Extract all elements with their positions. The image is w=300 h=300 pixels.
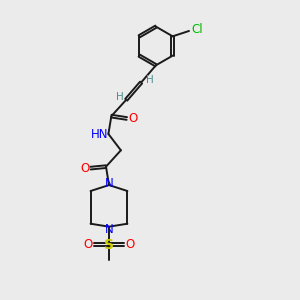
Text: O: O bbox=[80, 162, 89, 175]
Text: Cl: Cl bbox=[191, 23, 203, 36]
Text: O: O bbox=[128, 112, 137, 125]
Text: H: H bbox=[146, 75, 153, 85]
Text: H: H bbox=[116, 92, 124, 102]
Text: S: S bbox=[104, 238, 114, 251]
Text: HN: HN bbox=[91, 128, 108, 141]
Text: O: O bbox=[83, 238, 92, 251]
Text: N: N bbox=[105, 223, 113, 236]
Text: O: O bbox=[126, 238, 135, 251]
Text: N: N bbox=[105, 177, 113, 190]
